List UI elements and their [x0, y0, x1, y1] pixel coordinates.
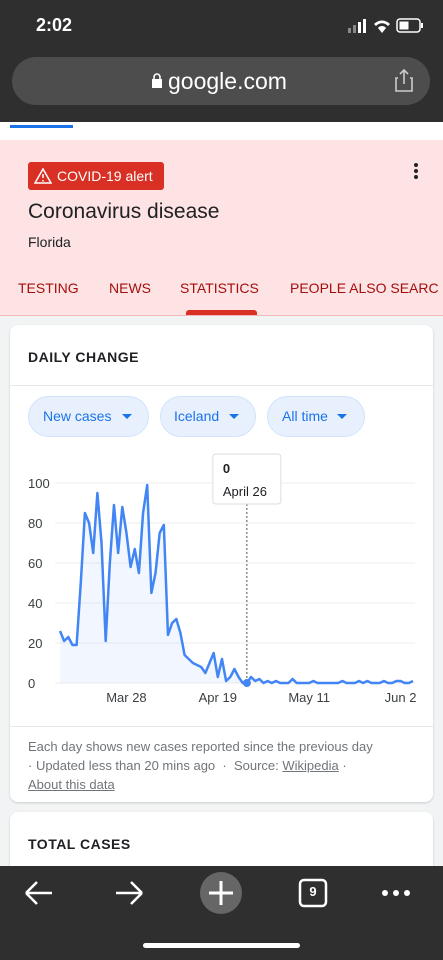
tooltip-date: April 26 — [223, 484, 267, 499]
separator: · — [342, 758, 347, 773]
chip[interactable] — [160, 396, 256, 437]
address-bar[interactable] — [12, 57, 430, 105]
y-tick-label: 60 — [28, 556, 42, 571]
chip-label: All time — [282, 408, 328, 424]
status-icons — [348, 18, 423, 33]
more-button[interactable] — [410, 162, 422, 182]
nav-icons — [25, 872, 410, 948]
alert-icon — [34, 168, 52, 184]
back-button[interactable] — [25, 881, 52, 905]
about-link[interactable]: About this data — [28, 777, 115, 792]
x-tick-label: Jun 2 — [385, 690, 417, 705]
tooltip-value: 0 — [223, 461, 230, 476]
footnote: Each day shows new cases reported since … — [28, 739, 373, 754]
lock-icon — [152, 73, 162, 88]
location: Florida — [28, 234, 71, 250]
tab[interactable]: PEOPLE ALSO SEARC — [290, 280, 439, 296]
tab[interactable]: NEWS — [109, 280, 151, 296]
source-link[interactable]: Wikipedia — [282, 758, 339, 773]
strip — [0, 122, 443, 140]
divider — [10, 726, 433, 727]
home-indicator — [143, 943, 300, 948]
title: Coronavirus disease — [28, 200, 220, 223]
y-tick-label: 100 — [28, 476, 50, 491]
tab[interactable]: TESTING — [18, 280, 79, 296]
alert-text: COVID-19 alert — [57, 168, 153, 184]
tabs-button[interactable] — [298, 878, 328, 908]
chip[interactable] — [28, 396, 149, 437]
card-title: TOTAL CASES — [28, 836, 131, 852]
hover-point — [242, 679, 251, 687]
y-tick-label: 40 — [28, 596, 42, 611]
share-button[interactable] — [393, 68, 415, 94]
tab-indicator — [10, 125, 73, 128]
card-title: DAILY CHANGE — [28, 349, 140, 365]
footnote-text: · Updated less than 20 mins ago · Source… — [28, 758, 279, 773]
footnote: · Updated less than 20 mins ago · Source… — [28, 758, 347, 773]
url: google.com — [168, 68, 287, 94]
chip-label: New cases — [43, 408, 112, 424]
y-tick-label: 20 — [28, 636, 42, 651]
y-tick-label: 0 — [28, 676, 35, 691]
alert-badge[interactable] — [28, 162, 164, 190]
status-time: 2:02 — [36, 15, 73, 35]
x-tick-label: Apr 19 — [199, 690, 237, 705]
chip[interactable] — [267, 396, 365, 437]
x-tick-label: May 11 — [288, 690, 330, 705]
active-tab-indicator — [186, 310, 257, 315]
divider — [10, 385, 433, 386]
tab-count: 9 — [309, 884, 317, 899]
y-tick-label: 80 — [28, 516, 42, 531]
tab[interactable]: STATISTICS — [180, 280, 259, 296]
line — [58, 483, 414, 685]
x-tick-label: Mar 28 — [106, 690, 146, 705]
tooltip — [212, 453, 282, 505]
forward-button[interactable] — [116, 881, 143, 905]
chip-label: Iceland — [174, 408, 220, 424]
